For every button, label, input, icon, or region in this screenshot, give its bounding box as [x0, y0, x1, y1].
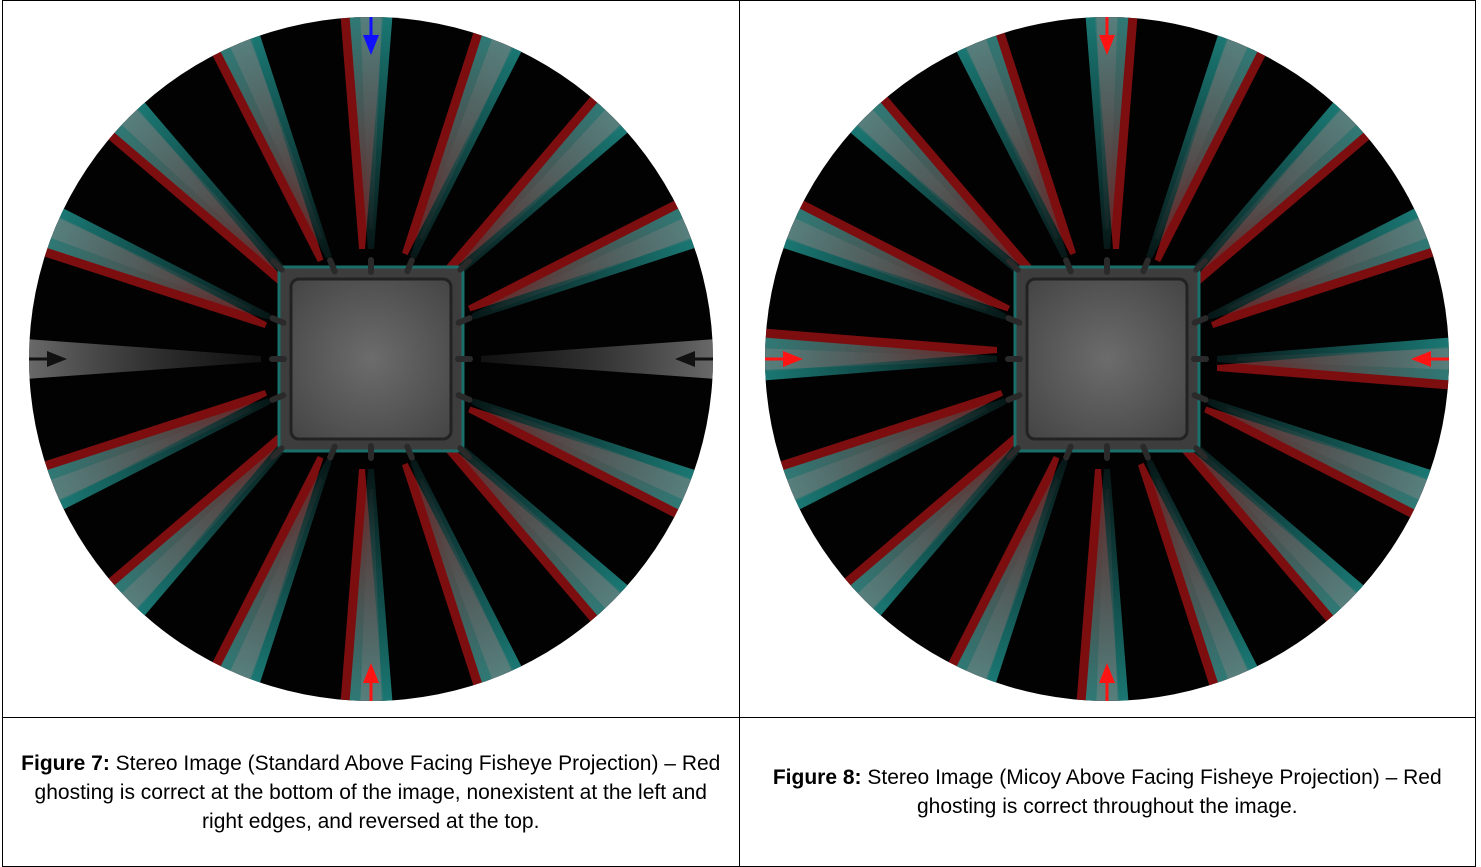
- light-ray: [185, 17, 332, 262]
- top-arrow-icon: [1099, 17, 1116, 55]
- figure-8-caption: Figure 8: Stereo Image (Micoy Above Faci…: [738, 717, 1476, 867]
- light-ray: [1207, 181, 1450, 328]
- ray-stub: [404, 257, 415, 275]
- ray-stub: [457, 445, 472, 460]
- ray-stub: [1140, 443, 1152, 461]
- ray-stub: [326, 443, 338, 461]
- right-arrow-icon: [1411, 351, 1450, 367]
- light-ray: [1204, 398, 1450, 545]
- left-arrow-icon: [765, 351, 804, 367]
- light-ray: [28, 335, 261, 383]
- light-ray: [1217, 333, 1450, 394]
- ray-stub: [1006, 258, 1021, 273]
- ray-stub: [1063, 443, 1074, 461]
- light-ray: [1072, 469, 1134, 701]
- ray-stub: [1063, 257, 1074, 275]
- ray-stub: [1006, 445, 1021, 460]
- light-ray: [480, 335, 713, 383]
- ray-stub: [1005, 315, 1023, 326]
- light-ray: [1138, 459, 1285, 701]
- ray-stub: [404, 443, 415, 461]
- light-ray: [467, 398, 713, 545]
- light-rays: [765, 17, 1450, 701]
- light-ray: [921, 456, 1068, 701]
- ray-stub: [455, 392, 473, 403]
- ray-stub: [269, 392, 287, 403]
- figure-7-stereo-image: [28, 17, 713, 701]
- light-ray: [1081, 17, 1143, 249]
- ray-stub: [1191, 315, 1209, 326]
- figure-8-image-cell: [738, 0, 1476, 718]
- light-ray: [185, 456, 332, 701]
- ray-stub: [1191, 392, 1209, 403]
- ray-stub: [455, 315, 473, 326]
- light-ray: [401, 459, 548, 701]
- ray-stub: [1005, 392, 1023, 403]
- light-ray: [765, 390, 1007, 537]
- figure-8-caption-text: Stereo Image (Micoy Above Facing Fisheye…: [861, 766, 1442, 818]
- ray-stub: [269, 258, 285, 273]
- figure-7-caption-text: Stereo Image (Standard Above Facing Fish…: [34, 751, 721, 833]
- right-arrow-icon: [674, 351, 713, 367]
- light-rays: [28, 17, 713, 701]
- center-panel: [268, 257, 473, 461]
- ray-stub: [1193, 258, 1209, 273]
- light-ray: [401, 17, 548, 259]
- light-ray: [765, 324, 998, 385]
- center-panel: [1005, 257, 1210, 461]
- light-ray: [467, 173, 713, 320]
- ray-stub: [1140, 257, 1152, 275]
- light-ray: [335, 469, 397, 701]
- light-ray: [28, 181, 271, 328]
- figure-8-label: Figure 8:: [772, 766, 862, 789]
- light-ray: [765, 173, 1011, 320]
- figure-7-caption: Figure 7: Stereo Image (Standard Above F…: [2, 717, 740, 867]
- light-ray: [930, 17, 1077, 259]
- ray-stub: [326, 257, 338, 275]
- left-arrow-icon: [28, 351, 67, 367]
- ray-stub: [269, 315, 287, 326]
- figure-8-stereo-image: [765, 17, 1450, 701]
- figure-7-label: Figure 7:: [21, 751, 110, 775]
- light-ray: [335, 17, 397, 249]
- ray-stub: [457, 258, 472, 273]
- top-arrow-icon: [362, 17, 379, 55]
- bottom-arrow-icon: [362, 663, 379, 701]
- light-ray: [1146, 17, 1293, 262]
- ray-stub: [269, 445, 285, 460]
- ray-stub: [1193, 445, 1209, 460]
- light-ray: [28, 390, 271, 537]
- figure-7-image-cell: [2, 0, 740, 718]
- bottom-arrow-icon: [1099, 663, 1116, 701]
